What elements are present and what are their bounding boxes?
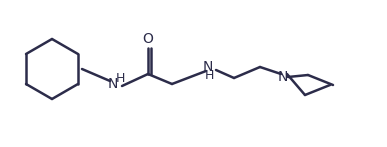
Text: O: O	[142, 32, 153, 46]
Text: N: N	[278, 70, 288, 84]
Text: N: N	[108, 77, 118, 91]
Text: H: H	[115, 71, 125, 85]
Text: H: H	[204, 69, 214, 81]
Text: N: N	[203, 60, 213, 74]
